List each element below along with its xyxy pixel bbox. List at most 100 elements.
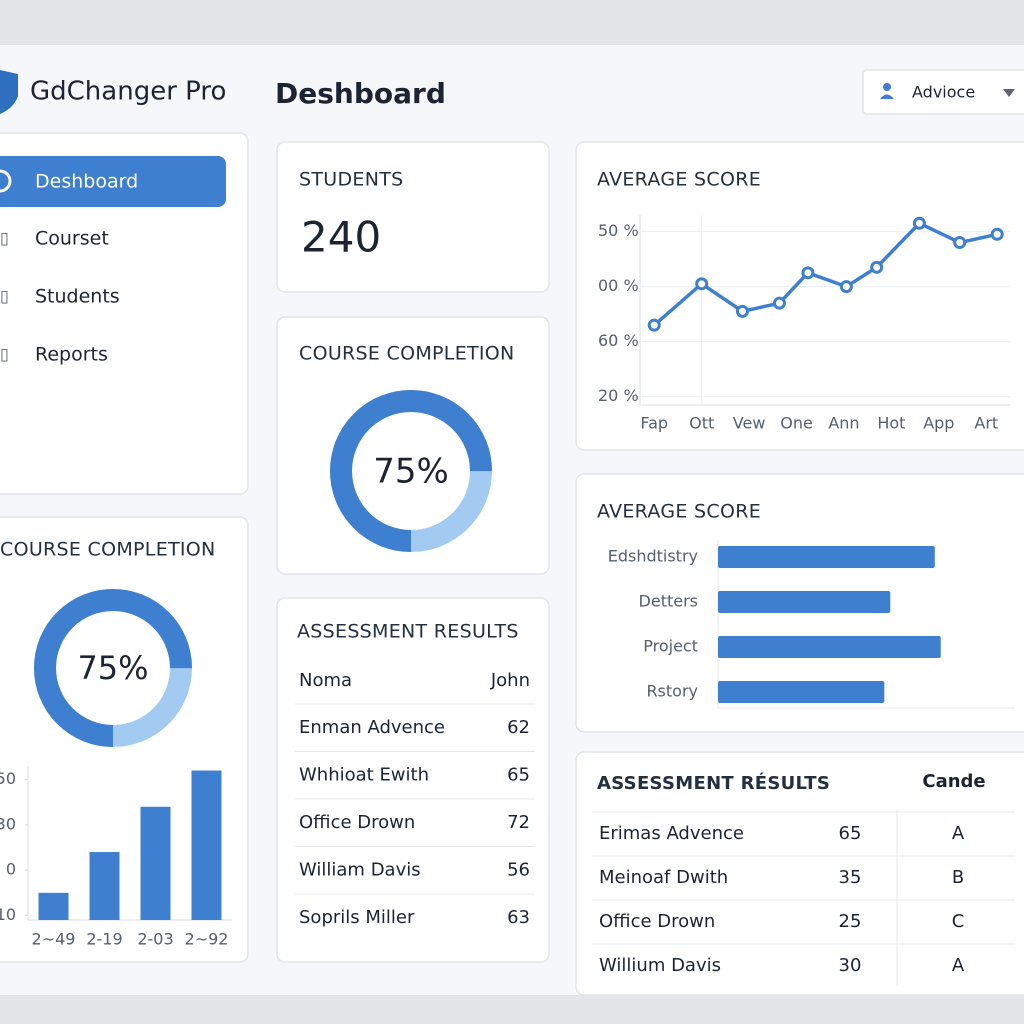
x-tick-label: Art [974, 414, 998, 433]
bar [191, 770, 222, 920]
table-cell: A [952, 823, 965, 844]
table-cell: 35 [839, 867, 862, 888]
x-tick-label: One [780, 414, 813, 433]
table-cell: 65 [507, 765, 530, 786]
card-title: AVERAGE SCORE [597, 169, 761, 191]
line-point [912, 216, 926, 230]
line-card [575, 141, 1024, 451]
app-name: GdChanger Pro [30, 77, 226, 107]
card-title: ASSESSMENT RÉSULTS [597, 772, 830, 794]
y-tick-label: Edshdtistry [608, 547, 698, 566]
table-header: Noma [299, 670, 352, 691]
x-tick-label: 2~49 [32, 930, 76, 949]
table-header: John [490, 670, 530, 691]
table-cell: 63 [507, 907, 530, 928]
nav-item[interactable]: Students [35, 286, 120, 308]
table-cell: Whhioat Ewith [299, 765, 429, 786]
dropdown-caret[interactable] [1003, 89, 1015, 97]
students-value: 240 [301, 213, 381, 262]
y-tick-label: 10 [0, 905, 16, 924]
line-point [647, 318, 661, 332]
x-tick-label: Hot [877, 414, 905, 433]
line-point [801, 266, 815, 280]
line-point [695, 277, 709, 291]
table-cell: Erimas Advence [599, 823, 744, 844]
x-tick-label: 2~92 [185, 930, 229, 949]
assessment-card [276, 597, 550, 963]
bar [718, 546, 935, 568]
table-cell: C [952, 911, 965, 932]
nav-item[interactable]: Reports [35, 344, 108, 366]
y-tick-label: 0 [6, 860, 16, 879]
table-cell: Enman Advence [299, 717, 445, 738]
bar [718, 681, 885, 703]
card-title: ASSESSMENT RESULTS [297, 621, 519, 643]
nav-icon: ▯ [0, 229, 9, 248]
nav-item[interactable]: Courset [35, 228, 109, 250]
line-point [839, 280, 853, 294]
page-title: Deshboard [275, 77, 446, 110]
card-title: AVERAGE SCORE [597, 501, 761, 523]
y-tick-label: Detters [639, 592, 698, 611]
y-tick-label: Rstory [646, 682, 698, 701]
sidebar [0, 132, 249, 495]
user-icon [880, 94, 894, 99]
line-point [953, 236, 967, 250]
nav-icon: ▯ [0, 287, 9, 306]
table-cell: Willium Davis [599, 955, 721, 976]
donut-arc [34, 589, 192, 747]
table-cell: Meinoaf Dwith [599, 867, 728, 888]
bar [38, 892, 69, 920]
table-cell: William Davis [299, 860, 421, 881]
y-tick-label: 20 % [598, 386, 639, 405]
card-title: STUDENTS [299, 169, 404, 191]
table-cell: 72 [507, 812, 530, 833]
bar [140, 806, 171, 920]
y-tick-label: 50 [0, 769, 16, 788]
line-point [735, 304, 749, 318]
assessment-card-2 [575, 751, 1024, 996]
table-cell: 56 [507, 860, 530, 881]
user-dropdown[interactable] [862, 69, 1024, 115]
table-header: Cande [922, 771, 985, 792]
line-point [870, 260, 884, 274]
table-cell: Office Drown [299, 812, 415, 833]
logo-icon [0, 70, 18, 114]
bar [718, 636, 941, 658]
x-tick-label: Ann [828, 414, 859, 433]
nav-item[interactable]: Deshboard [35, 171, 138, 193]
line-series [653, 221, 998, 327]
bar [89, 852, 120, 920]
x-tick-label: Vew [733, 414, 766, 433]
bar [718, 591, 891, 613]
y-tick-label: 30 [0, 814, 16, 833]
table-cell: 62 [507, 717, 530, 738]
line-point [772, 296, 786, 310]
nav-icon: ▯ [0, 345, 9, 364]
x-tick-label: 2-19 [86, 930, 122, 949]
line-point [990, 227, 1004, 241]
table-cell: Office Drown [599, 911, 715, 932]
table-cell: 65 [839, 823, 862, 844]
y-tick-label: 50 % [598, 221, 639, 240]
donut-label: 75% [373, 452, 449, 492]
card-title: COURSE COMPLETION [299, 343, 515, 365]
user-icon [883, 83, 891, 91]
donut-label: 75% [77, 649, 148, 687]
nav-active-bg[interactable] [0, 156, 226, 207]
donut-arc [330, 390, 492, 552]
y-tick-label: Project [643, 637, 698, 656]
y-tick-label: 00 % [598, 276, 639, 295]
table-cell: 25 [839, 911, 862, 932]
user-name[interactable]: Advioce [912, 83, 975, 102]
card-title: COURSE COMPLETION [0, 539, 216, 561]
table-cell: B [952, 867, 964, 888]
students-card [276, 141, 550, 293]
x-tick-label: 2-03 [137, 930, 173, 949]
x-tick-label: Fap [640, 414, 668, 433]
x-tick-label: Ott [689, 414, 714, 433]
y-tick-label: 60 % [598, 331, 639, 350]
x-tick-label: App [923, 414, 954, 433]
table-cell: A [952, 955, 965, 976]
